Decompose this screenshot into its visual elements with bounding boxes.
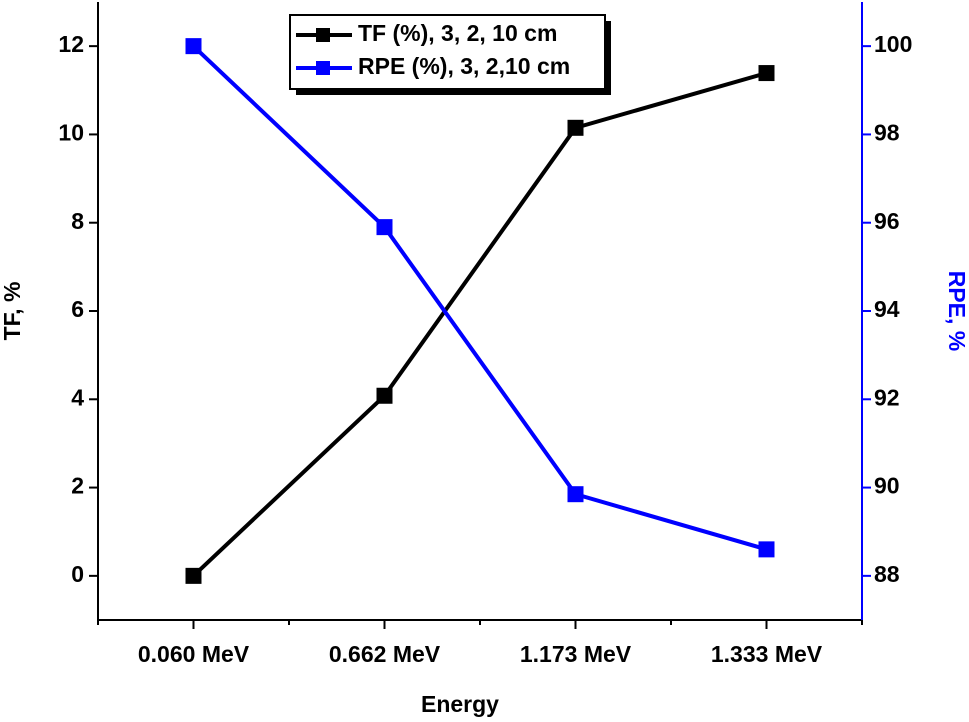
- marker: [376, 387, 393, 404]
- x-tick-label: 0.662 MeV: [329, 641, 441, 667]
- marker: [758, 65, 775, 82]
- x-axis-label: Energy: [421, 691, 499, 717]
- marker: [758, 541, 775, 558]
- marker: [567, 486, 584, 503]
- y-tick-label: 6: [71, 296, 84, 322]
- y2-tick-label: 98: [874, 120, 900, 146]
- y2-tick-label: 92: [874, 384, 900, 410]
- marker: [376, 219, 393, 236]
- legend-marker: [316, 61, 330, 75]
- y2-tick-label: 100: [874, 31, 912, 57]
- legend-label: TF (%), 3, 2, 10 cm: [358, 20, 557, 46]
- legend-box: [289, 14, 606, 90]
- y2-axis-label: RPE, %: [944, 271, 969, 352]
- marker: [567, 119, 584, 136]
- series-line: [192, 71, 768, 578]
- series-line: [192, 44, 768, 552]
- x-tick-label: 1.333 MeV: [711, 641, 823, 667]
- y-tick-label: 12: [58, 31, 84, 57]
- legend-marker: [316, 28, 330, 42]
- x-tick-label: 0.060 MeV: [138, 641, 250, 667]
- y-tick-label: 4: [71, 384, 84, 410]
- x-tick-label: 1.173 MeV: [520, 641, 632, 667]
- marker: [185, 38, 202, 55]
- legend-label: RPE (%), 3, 2,10 cm: [358, 53, 570, 79]
- y-tick-label: 8: [71, 208, 84, 234]
- y2-tick-label: 90: [874, 473, 900, 499]
- y-tick-label: 10: [58, 120, 84, 146]
- y-tick-label: 2: [71, 473, 84, 499]
- y2-tick-label: 96: [874, 208, 900, 234]
- y2-tick-label: 88: [874, 561, 900, 587]
- y-axis-label: TF, %: [0, 282, 25, 341]
- y-tick-label: 0: [71, 561, 84, 587]
- y2-tick-label: 94: [874, 296, 900, 322]
- marker: [185, 567, 202, 584]
